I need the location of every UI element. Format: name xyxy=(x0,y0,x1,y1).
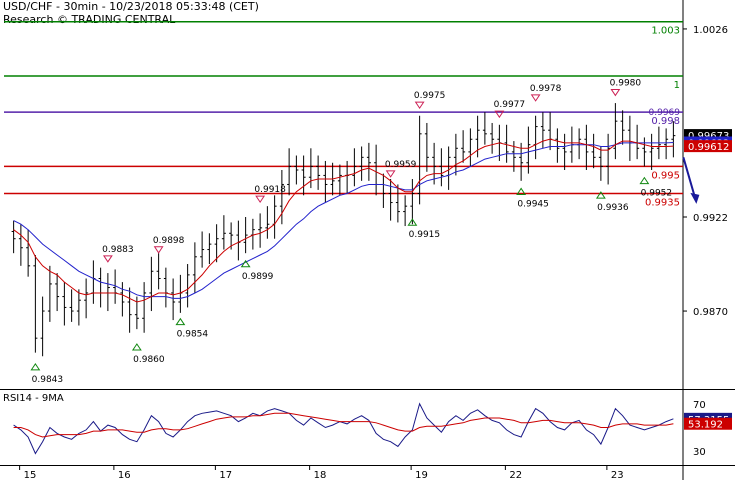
level-lines: 1.003 1 0.998 0.995 0.9935 0.9969 xyxy=(4,20,683,209)
pivot-markers: 0.9843 0.9883 0.9860 0.9898 0.9854 0.9899 0.99… xyxy=(30,78,700,385)
y-tick-label: 1.0026 xyxy=(693,25,728,36)
rsi-ma-line xyxy=(13,412,674,438)
pivot-high-label: 0.9975 xyxy=(414,91,446,101)
pivot-low-marker xyxy=(639,176,650,185)
pivot-low-marker xyxy=(407,218,418,226)
pivot-high-marker xyxy=(102,255,113,263)
pivot-high-label: 0.9959 xyxy=(385,160,417,170)
pivot-high-label: 0.9980 xyxy=(610,78,642,88)
rsi-panel-title: RSI14 - 9MA xyxy=(3,393,64,404)
forecast-arrow-line xyxy=(682,157,697,200)
ma-fast-line xyxy=(13,138,674,303)
chart-subtitle: Research © TRADING CENTRAL xyxy=(3,13,176,26)
pivot-low-label: 0.9899 xyxy=(242,272,274,282)
pivot-low-label: 0.9915 xyxy=(409,230,441,240)
pivot-low-marker xyxy=(175,317,186,326)
pivot-high-label: 0.9978 xyxy=(530,84,562,94)
pivot-high-marker xyxy=(153,246,164,254)
pivot-low-marker xyxy=(240,259,251,268)
pivot-high-marker xyxy=(494,110,505,119)
rsi-box-label: 53.192 xyxy=(688,420,723,431)
level-label: 1 xyxy=(674,80,680,91)
x-tick-label: 16 xyxy=(118,470,131,480)
pivot-high-label: 0.9898 xyxy=(153,236,185,246)
level-label: 0.995 xyxy=(651,170,680,181)
level-label: 0.9935 xyxy=(645,198,680,209)
moving-averages xyxy=(13,138,674,303)
rsi-panel: 703057.315553.192 xyxy=(13,400,732,458)
chart-title: USD/CHF - 30min - 10/23/2018 05:33:48 (C… xyxy=(3,0,259,13)
pivot-high-marker xyxy=(385,170,396,178)
candles xyxy=(11,103,676,357)
rsi-y-tick-label: 70 xyxy=(693,400,706,411)
x-tick-label: 17 xyxy=(219,470,232,480)
pivot-low-label: 0.9854 xyxy=(177,330,209,340)
price-box xyxy=(684,140,732,153)
y-tick-label: 0.9922 xyxy=(693,213,728,224)
pivot-low-marker xyxy=(516,187,527,195)
pivot-low-marker xyxy=(595,191,606,199)
pivot-high-marker xyxy=(610,88,621,97)
level-label: 0.998 xyxy=(651,116,680,127)
pivot-low-marker xyxy=(131,343,142,351)
pivot-low-label: 0.9952 xyxy=(641,189,673,199)
pivot-high-label: 0.9918 xyxy=(254,185,286,195)
x-tick-label: 23 xyxy=(611,470,624,480)
rsi-line xyxy=(13,402,674,455)
price-box-label: 0.99612 xyxy=(688,142,729,153)
pivot-high-marker xyxy=(414,101,425,110)
axes: 1.00260.99220.98700.996730.996320.996121… xyxy=(19,25,732,480)
pivot-low-label: 0.9860 xyxy=(133,355,165,365)
pivot-high-marker xyxy=(530,94,541,102)
rsi-y-tick-label: 30 xyxy=(693,447,706,458)
x-tick-label: 22 xyxy=(509,470,522,480)
ma-slow-line xyxy=(13,142,674,299)
rsi-box xyxy=(684,417,732,430)
pivot-low-label: 0.9936 xyxy=(597,203,629,213)
forecast-arrow-head xyxy=(690,192,700,204)
level-label-extra: 0.9969 xyxy=(649,108,681,118)
pivot-high-marker xyxy=(255,195,266,204)
pivot-low-label: 0.9945 xyxy=(517,199,549,209)
pivot-high-label: 0.9977 xyxy=(494,100,526,110)
x-tick-label: 19 xyxy=(415,470,428,480)
x-tick-label: 15 xyxy=(24,470,37,480)
pivot-low-marker xyxy=(30,362,41,371)
level-label: 1.003 xyxy=(651,26,680,37)
y-tick-label: 0.9870 xyxy=(693,307,728,318)
x-tick-label: 18 xyxy=(314,470,327,480)
pivot-high-label: 0.9883 xyxy=(102,245,134,255)
pivot-low-label: 0.9843 xyxy=(32,375,64,385)
